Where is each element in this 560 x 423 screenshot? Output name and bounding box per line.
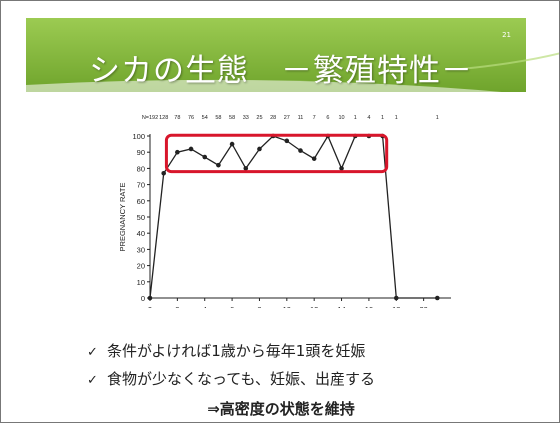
x-tick-label: 16 [365, 305, 373, 308]
sample-size-label: 11 [298, 115, 304, 121]
sample-size-label: N=192 [142, 115, 158, 121]
x-tick-label: 4 [203, 305, 207, 308]
sample-size-label: 10 [338, 115, 344, 121]
data-point [161, 170, 166, 176]
bullet-text: 条件がよければ1歳から毎年1頭を妊娠 [107, 342, 366, 360]
data-point [229, 141, 235, 147]
sample-size-label: 7 [313, 115, 316, 121]
check-icon: ✓ [87, 373, 98, 388]
sample-size-label: 1 [354, 115, 357, 121]
bullet-text: 食物が少なくなっても、妊娠、出産する [107, 370, 376, 388]
data-point [298, 148, 303, 153]
sample-size-label: 1 [381, 115, 384, 121]
x-tick-label: 8 [257, 305, 261, 308]
sample-size-label: 33 [243, 115, 249, 121]
data-point [257, 146, 262, 152]
sample-size-label: 1 [436, 115, 439, 121]
slide-header: シカの生態 －繁殖特性－ 21 [1, 1, 559, 101]
x-tick-label: 6 [230, 305, 234, 308]
data-point [393, 295, 399, 301]
sample-size-label: 4 [367, 115, 370, 121]
sample-size-label: 25 [256, 115, 262, 121]
sample-size-label: 58 [229, 115, 235, 121]
y-tick-label: 70 [137, 181, 145, 190]
slide-number: 21 [502, 31, 511, 39]
y-tick-label: 50 [137, 213, 145, 222]
data-point [243, 166, 249, 171]
data-point [435, 295, 440, 301]
y-tick-label: 10 [137, 278, 145, 287]
sample-size-label: 27 [284, 115, 290, 121]
highlight-box [164, 133, 389, 174]
y-tick-label: 0 [141, 294, 145, 303]
y-tick-label: 40 [137, 229, 145, 238]
sample-size-label: 54 [202, 115, 208, 121]
x-tick-label: 10 [283, 305, 291, 308]
sample-size-label: 58 [215, 115, 221, 121]
chart-card: 0102030405060708090100AGE IN YEARSPREGNA… [92, 106, 466, 325]
slide-title: シカの生態 －繁殖特性－ [89, 53, 473, 89]
data-point [188, 146, 194, 152]
sample-size-label: 128 [159, 115, 168, 121]
y-tick-label: 90 [137, 148, 145, 157]
x-tick-label: 14 [337, 305, 345, 308]
x-tick-label: 2 [175, 305, 179, 308]
bullet-list: ✓ 条件がよければ1歳から毎年1頭を妊娠 ✓ 食物が少なくなっても、妊娠、出産する [87, 341, 527, 397]
sample-size-label: 1 [395, 115, 398, 121]
header-background [1, 1, 559, 101]
sample-size-label: 6 [326, 115, 329, 121]
series-line [149, 134, 438, 299]
data-point [175, 149, 180, 155]
sample-size-label: 78 [174, 115, 180, 121]
data-point [147, 295, 153, 301]
sample-size-label: 28 [270, 115, 276, 121]
data-point [216, 162, 221, 168]
pregnancy-rate-chart: 0102030405060708090100AGE IN YEARSPREGNA… [118, 115, 451, 325]
x-tick-label: 12 [310, 305, 318, 308]
y-tick-label: 80 [137, 164, 145, 173]
y-tick-label: 60 [137, 197, 145, 206]
data-point [202, 154, 208, 160]
data-point [311, 156, 317, 161]
x-tick-label: 0 [148, 305, 152, 308]
conclusion-text: ⇒高密度の状態を維持 [207, 400, 355, 418]
bullet-item: ✓ 食物が少なくなっても、妊娠、出産する [87, 369, 527, 397]
x-tick-label: 20 [419, 305, 427, 308]
x-tick-label: 18 [392, 305, 400, 308]
y-tick-label: 20 [137, 262, 145, 271]
sample-size-label: 76 [188, 115, 194, 121]
bullet-item: ✓ 条件がよければ1歳から毎年1頭を妊娠 [87, 341, 527, 369]
y-axis-label: PREGNANCY RATE [118, 183, 127, 252]
check-icon: ✓ [87, 345, 98, 360]
data-point [339, 166, 344, 171]
data-point [284, 138, 290, 144]
y-tick-label: 30 [137, 245, 145, 254]
y-tick-label: 100 [132, 132, 145, 141]
